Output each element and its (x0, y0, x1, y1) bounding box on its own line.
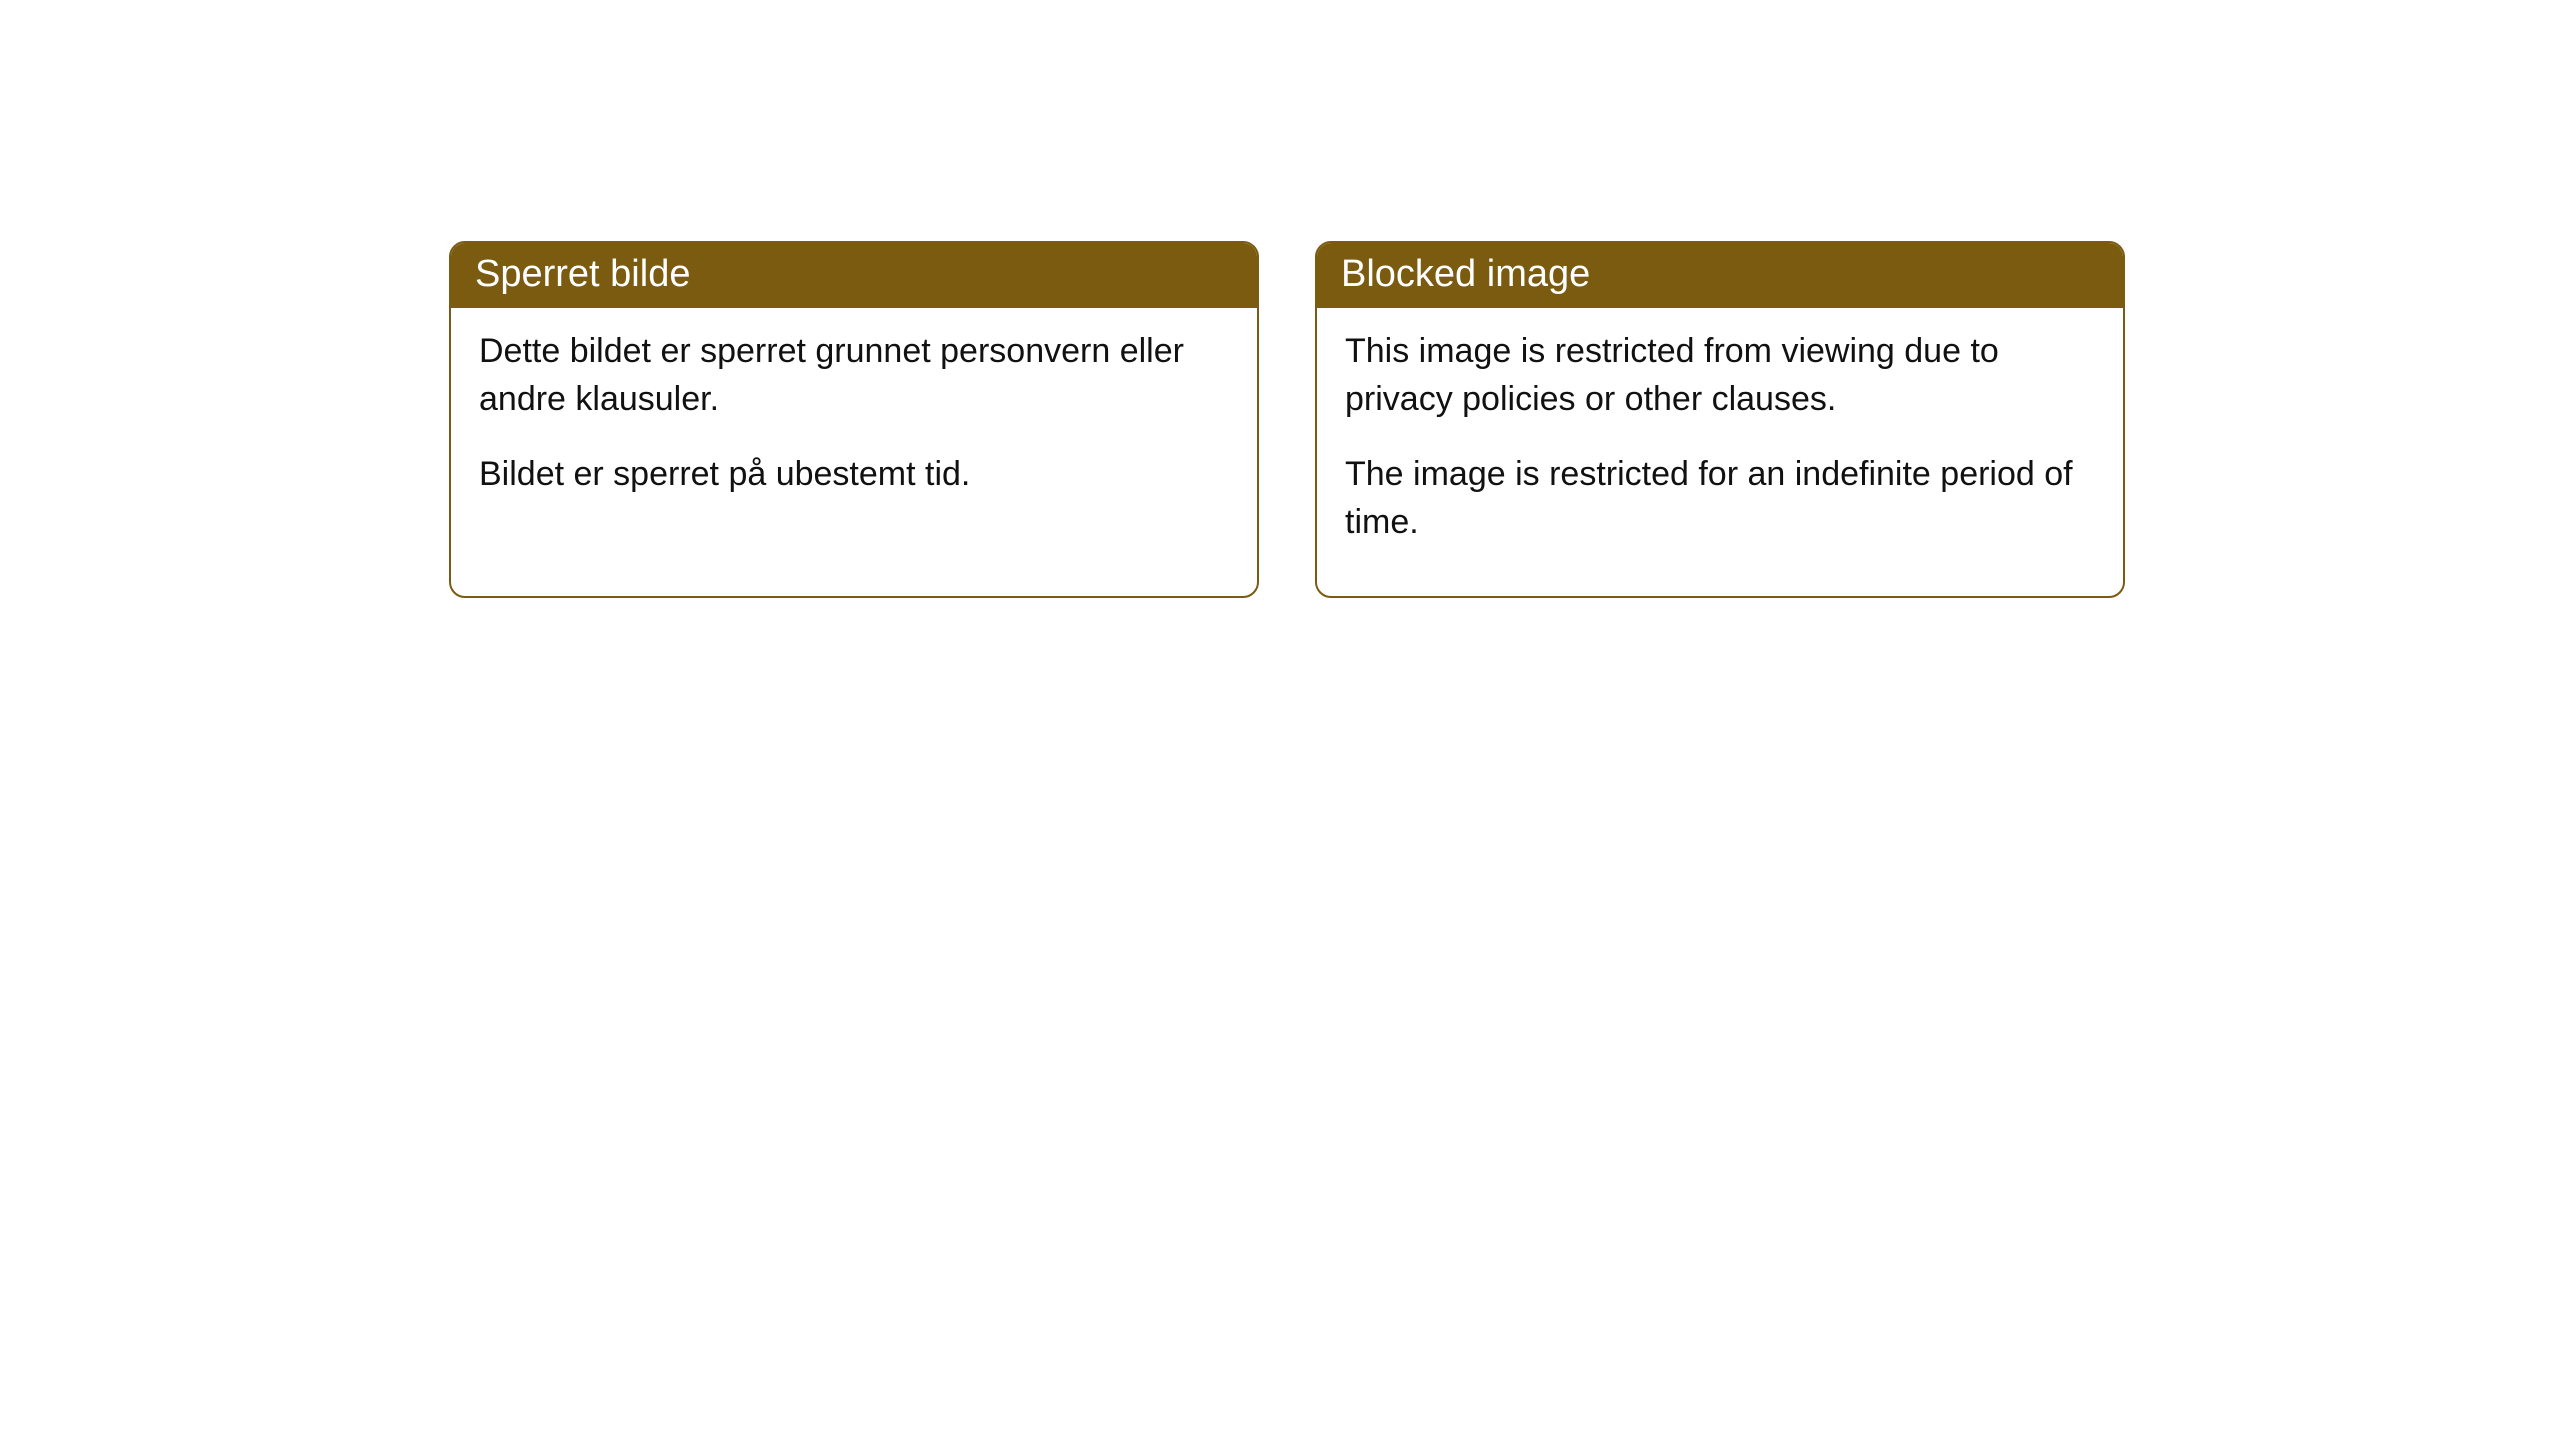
card-text: The image is restricted for an indefinit… (1345, 451, 2095, 546)
card-text: Dette bildet er sperret grunnet personve… (479, 328, 1229, 423)
notice-container: Sperret bilde Dette bildet er sperret gr… (449, 241, 2125, 598)
card-header: Sperret bilde (451, 243, 1257, 308)
card-text: This image is restricted from viewing du… (1345, 328, 2095, 423)
notice-card-norwegian: Sperret bilde Dette bildet er sperret gr… (449, 241, 1259, 598)
card-title: Sperret bilde (475, 253, 690, 295)
card-title: Blocked image (1341, 253, 1590, 295)
card-body: This image is restricted from viewing du… (1317, 308, 2123, 596)
card-text: Bildet er sperret på ubestemt tid. (479, 451, 1229, 499)
card-body: Dette bildet er sperret grunnet personve… (451, 308, 1257, 549)
notice-card-english: Blocked image This image is restricted f… (1315, 241, 2125, 598)
card-header: Blocked image (1317, 243, 2123, 308)
